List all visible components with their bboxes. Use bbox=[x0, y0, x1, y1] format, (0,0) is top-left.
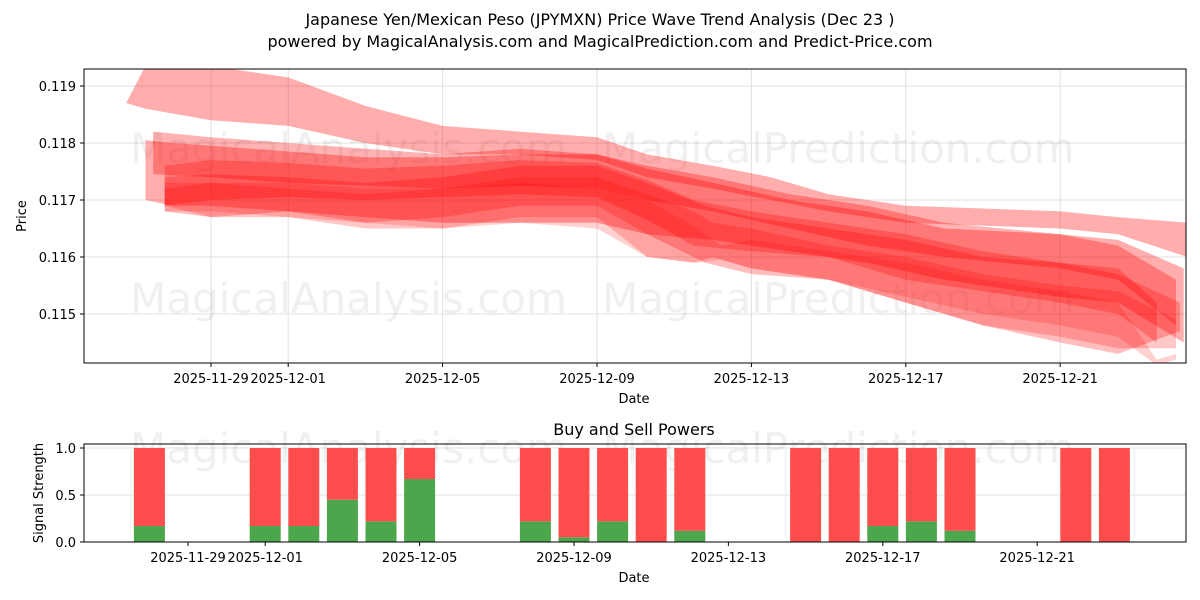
sell-bar bbox=[249, 448, 281, 527]
sell-bar bbox=[404, 448, 436, 480]
buy-bar bbox=[519, 521, 551, 542]
sell-bar bbox=[288, 448, 320, 527]
sell-bar bbox=[326, 448, 358, 500]
sell-bar bbox=[365, 448, 397, 522]
power-y-axis-label: Signal Strength bbox=[32, 443, 47, 543]
price-bands bbox=[126, 69, 1186, 363]
price-band bbox=[164, 165, 1180, 354]
y-tick-label: 0.115 bbox=[39, 308, 76, 323]
sell-bar bbox=[558, 448, 590, 538]
price-band bbox=[164, 177, 1176, 349]
y-tick-label: 0.0 bbox=[55, 536, 76, 551]
price-grid bbox=[84, 69, 1186, 363]
y-tick-label: 0.5 bbox=[55, 489, 76, 504]
watermark-analysis: MagicalAnalysis.com bbox=[130, 124, 567, 173]
sell-bar bbox=[519, 448, 551, 522]
buy-bar bbox=[288, 526, 320, 542]
sell-bar bbox=[597, 448, 629, 522]
price-band bbox=[164, 182, 1176, 363]
sell-bar bbox=[1060, 448, 1092, 542]
power-chart-title: Buy and Sell Powers bbox=[553, 420, 715, 439]
y-tick-label: 0.119 bbox=[39, 80, 76, 95]
x-tick-label: 2025-12-05 bbox=[382, 551, 458, 566]
buy-bar bbox=[326, 499, 358, 542]
buy-bar bbox=[597, 521, 629, 542]
x-tick-label: 2025-12-17 bbox=[868, 372, 944, 387]
y-tick-label: 0.118 bbox=[39, 137, 76, 152]
sell-bar bbox=[635, 448, 667, 542]
y-tick-label: 0.116 bbox=[39, 251, 76, 266]
buy-bar bbox=[867, 526, 899, 542]
y-tick-label: 1.0 bbox=[55, 442, 76, 457]
sell-bar bbox=[790, 448, 822, 542]
power-y-axis: 0.0 0.5 1.0 bbox=[55, 442, 84, 551]
price-x-axis-label: Date bbox=[618, 392, 649, 407]
x-tick-label: 2025-12-13 bbox=[691, 551, 767, 566]
watermark-prediction: MagicalPrediction.com bbox=[602, 124, 1075, 173]
sell-bar bbox=[905, 448, 937, 522]
watermark-analysis: MagicalAnalysis.com bbox=[130, 274, 567, 323]
x-tick-label: 2025-12-01 bbox=[227, 551, 303, 566]
power-plot-frame bbox=[83, 443, 1187, 543]
sell-bar bbox=[828, 448, 860, 542]
price-plot-frame bbox=[83, 68, 1187, 364]
buy-bar bbox=[674, 530, 706, 542]
x-tick-label: 2025-12-09 bbox=[536, 551, 612, 566]
buy-bar bbox=[365, 521, 397, 542]
power-bars bbox=[133, 448, 1130, 542]
x-tick-label: 2025-11-29 bbox=[150, 551, 226, 566]
price-wave-chart: MagicalAnalysis.com MagicalPrediction.co… bbox=[15, 68, 1187, 407]
price-band bbox=[153, 131, 1177, 326]
buy-bar bbox=[905, 521, 937, 542]
x-tick-label: 2025-12-13 bbox=[714, 372, 790, 387]
x-tick-label: 2025-12-21 bbox=[999, 551, 1075, 566]
y-tick-label: 0.117 bbox=[39, 194, 76, 209]
price-y-axis: 0.115 0.116 0.117 0.118 0.119 bbox=[39, 80, 84, 323]
buy-bar bbox=[249, 526, 281, 542]
power-x-axis-label: Date bbox=[618, 571, 649, 586]
price-band bbox=[126, 69, 1186, 257]
price-band bbox=[145, 140, 1184, 343]
x-tick-label: 2025-11-29 bbox=[173, 372, 249, 387]
price-watermarks: MagicalAnalysis.com MagicalPrediction.co… bbox=[130, 124, 1075, 323]
sell-bar bbox=[867, 448, 899, 527]
x-tick-label: 2025-12-21 bbox=[1022, 372, 1098, 387]
buy-bar bbox=[404, 479, 436, 542]
chart-subtitle: powered by MagicalAnalysis.com and Magic… bbox=[267, 32, 933, 51]
sell-bar bbox=[1098, 448, 1130, 542]
buy-bar bbox=[944, 530, 976, 542]
price-x-axis: 2025-11-29 2025-12-01 2025-12-05 2025-12-09… bbox=[173, 363, 1098, 387]
buy-sell-power-chart: Buy and Sell Powers MagicalAnalysis.com … bbox=[32, 420, 1187, 586]
chart-title: Japanese Yen/Mexican Peso (JPYMXN) Price… bbox=[305, 10, 895, 29]
price-y-axis-label: Price bbox=[15, 200, 30, 232]
x-tick-label: 2025-12-05 bbox=[405, 372, 481, 387]
buy-bar bbox=[558, 537, 590, 542]
sell-bar bbox=[944, 448, 976, 531]
x-tick-label: 2025-12-17 bbox=[845, 551, 921, 566]
watermark-prediction: MagicalPrediction.com bbox=[602, 274, 1075, 323]
sell-bar bbox=[674, 448, 706, 531]
x-tick-label: 2025-12-09 bbox=[559, 372, 635, 387]
price-band bbox=[164, 160, 1157, 343]
power-x-axis: 2025-11-29 2025-12-01 2025-12-05 2025-12-09… bbox=[150, 542, 1075, 566]
x-tick-label: 2025-12-01 bbox=[250, 372, 326, 387]
buy-bar bbox=[133, 526, 165, 542]
sell-bar bbox=[133, 448, 165, 527]
